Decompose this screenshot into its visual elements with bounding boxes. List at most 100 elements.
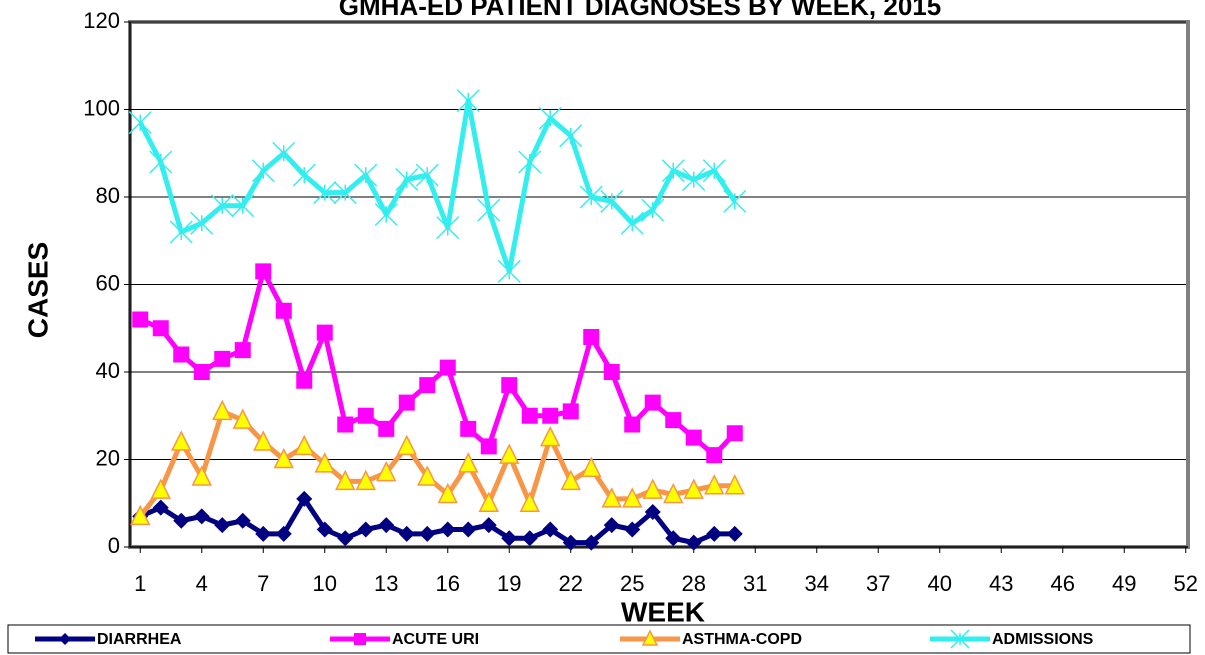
marker [313, 181, 337, 205]
marker [540, 425, 561, 447]
marker [419, 377, 436, 394]
marker [378, 517, 395, 534]
y-tick-label: 120 [83, 8, 120, 33]
marker [460, 521, 477, 538]
y-axis-label: CASES [22, 242, 53, 338]
x-tick-label: 43 [989, 571, 1013, 596]
marker [150, 478, 171, 499]
x-tick-label: 46 [1051, 571, 1075, 596]
x-tick-label: 52 [1174, 571, 1198, 596]
x-tick-label: 19 [497, 571, 521, 596]
marker [255, 263, 272, 280]
marker [950, 629, 970, 649]
marker [641, 198, 665, 222]
x-tick-label: 28 [682, 571, 706, 596]
marker [355, 469, 376, 491]
marker [275, 525, 292, 542]
series-line [138, 98, 737, 274]
legend-item: ACUTE URI [330, 631, 479, 648]
marker [335, 469, 356, 491]
marker [275, 302, 292, 319]
marker [149, 150, 173, 174]
legend-label: ADMISSIONS [992, 631, 1094, 648]
marker [253, 430, 274, 451]
marker [706, 525, 723, 542]
marker [234, 342, 251, 359]
marker [723, 189, 747, 213]
marker [398, 394, 415, 411]
marker [398, 525, 415, 542]
x-tick-label: 16 [436, 571, 460, 596]
marker [559, 124, 583, 148]
marker [622, 487, 643, 508]
marker [601, 487, 622, 508]
x-tick-label: 25 [620, 571, 644, 596]
marker [661, 159, 685, 183]
x-tick-label: 4 [196, 571, 208, 596]
marker [726, 425, 743, 442]
marker [663, 482, 684, 504]
marker [685, 534, 702, 551]
marker [560, 469, 581, 491]
marker [234, 512, 251, 529]
marker [665, 530, 682, 547]
marker [337, 530, 354, 547]
marker [314, 452, 335, 473]
marker [395, 167, 419, 192]
marker [501, 530, 518, 547]
x-tick-label: 40 [928, 571, 952, 596]
marker [542, 407, 559, 424]
marker [521, 530, 538, 547]
marker [519, 491, 540, 512]
marker [357, 521, 374, 538]
marker [518, 150, 542, 174]
marker [562, 534, 579, 551]
y-tick-label: 80 [96, 183, 120, 208]
marker [152, 499, 169, 516]
y-tick-label: 20 [96, 445, 120, 470]
marker [337, 416, 354, 433]
marker [296, 490, 313, 507]
marker [130, 504, 151, 526]
x-tick-label: 49 [1112, 571, 1136, 596]
marker [704, 474, 725, 495]
marker [210, 194, 234, 218]
marker [251, 159, 275, 183]
x-tick-label: 31 [743, 571, 767, 596]
marker [624, 521, 641, 538]
marker [603, 517, 620, 534]
marker [419, 525, 436, 542]
marker [501, 377, 518, 394]
legend-label: ASTHMA-COPD [682, 631, 802, 648]
y-tick-label: 60 [96, 270, 120, 295]
marker [439, 521, 456, 538]
marker [665, 412, 682, 429]
marker [316, 521, 333, 538]
marker [538, 106, 562, 130]
marker [212, 399, 233, 421]
marker [583, 534, 600, 551]
marker [683, 478, 704, 499]
marker [583, 329, 600, 345]
marker [724, 474, 745, 495]
legend-item: ASTHMA-COPD [620, 629, 802, 648]
x-tick-label: 7 [257, 571, 269, 596]
marker [600, 189, 624, 213]
marker [193, 364, 210, 380]
marker [296, 372, 313, 389]
marker [644, 504, 661, 520]
marker [374, 202, 398, 227]
marker [499, 443, 520, 464]
marker [620, 211, 644, 235]
marker [579, 185, 603, 209]
marker [726, 525, 743, 542]
y-tick-label: 40 [96, 358, 120, 383]
marker [378, 420, 395, 437]
x-tick-label: 1 [134, 571, 146, 596]
marker [644, 394, 661, 411]
x-tick-label: 37 [866, 571, 890, 596]
marker [603, 364, 620, 380]
chart-title: GMHA-ED PATIENT DIAGNOSES BY WEEK, 2015 [339, 0, 941, 21]
x-tick-label: 13 [374, 571, 398, 596]
marker [333, 181, 357, 205]
